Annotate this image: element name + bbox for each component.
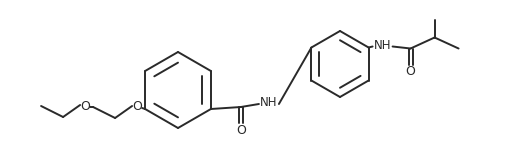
Text: O: O: [236, 124, 246, 136]
Text: O: O: [406, 65, 416, 78]
Text: NH: NH: [260, 95, 278, 109]
Text: NH: NH: [374, 39, 391, 52]
Text: O: O: [80, 100, 90, 112]
Text: O: O: [132, 100, 142, 114]
